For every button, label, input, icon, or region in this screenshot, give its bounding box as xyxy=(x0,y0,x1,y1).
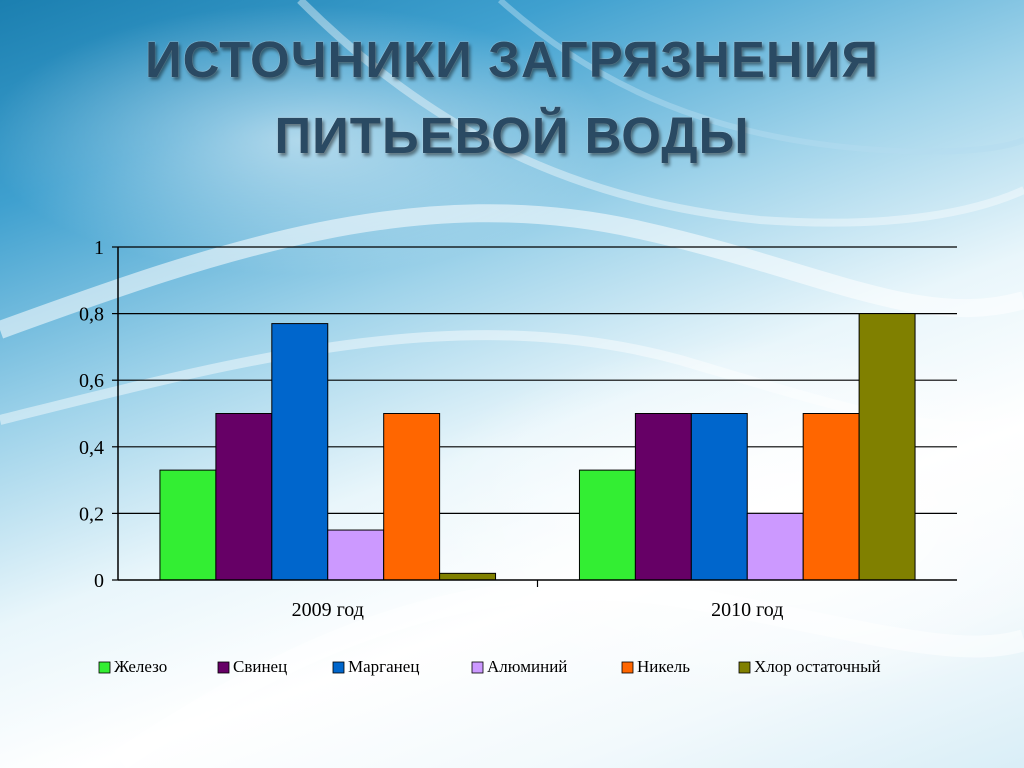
slide-title: ИСТОЧНИКИ ЗАГРЯЗНЕНИЯ ПИТЬЕВОЙ ВОДЫ xyxy=(0,22,1024,174)
bar xyxy=(802,413,860,581)
legend-item: Хлор остаточный xyxy=(738,657,881,676)
y-tick-label: 1 xyxy=(94,237,104,259)
y-tick-label: 0,6 xyxy=(79,370,104,392)
legend-item: Свинец xyxy=(217,657,287,676)
x-tick-labels: 2009 год 2010 год xyxy=(292,599,784,621)
slide-title-line-1: ИСТОЧНИКИ ЗАГРЯЗНЕНИЯ xyxy=(144,31,880,88)
bar xyxy=(271,323,329,581)
bar xyxy=(439,572,497,581)
bar xyxy=(634,413,692,581)
x-tick-label: 2010 год xyxy=(711,599,783,621)
y-tick-label: 0 xyxy=(94,570,104,592)
y-tick-label: 0,2 xyxy=(79,503,104,525)
legend: Железо Свинец Марганец Алюминий Никель Хлор о… xyxy=(98,657,881,676)
bar xyxy=(746,512,804,581)
legend-item: Никель xyxy=(621,657,690,676)
legend-swatch xyxy=(738,661,751,674)
legend-swatch xyxy=(98,661,111,674)
legend-swatch xyxy=(217,661,230,674)
y-tick-labels: 0 0,2 0,4 0,6 0,8 1 xyxy=(79,237,104,592)
legend-item: Железо xyxy=(98,657,167,676)
y-tick-label: 0,8 xyxy=(79,304,104,326)
x-tick-label: 2009 год xyxy=(292,599,364,621)
legend-label: Марганец xyxy=(348,657,419,676)
bar xyxy=(327,529,385,581)
legend-label: Никель xyxy=(637,657,690,676)
legend-item: Алюминий xyxy=(471,657,567,676)
slide-title-line-2: ПИТЬЕВОЙ ВОДЫ xyxy=(274,107,750,164)
legend-swatch xyxy=(332,661,345,674)
bar xyxy=(578,469,636,581)
legend-item: Марганец xyxy=(332,657,419,676)
y-tick-label: 0,4 xyxy=(79,437,104,459)
legend-swatch xyxy=(471,661,484,674)
bar xyxy=(383,413,441,581)
bar xyxy=(858,313,916,581)
legend-label: Железо xyxy=(114,657,167,676)
legend-label: Свинец xyxy=(233,657,287,676)
legend-swatch xyxy=(621,661,634,674)
bars xyxy=(159,313,916,581)
bar xyxy=(159,469,217,581)
legend-label: Хлор остаточный xyxy=(754,657,881,676)
bar xyxy=(215,413,273,581)
legend-label: Алюминий xyxy=(487,657,567,676)
axes xyxy=(117,247,957,581)
bar xyxy=(690,413,748,581)
